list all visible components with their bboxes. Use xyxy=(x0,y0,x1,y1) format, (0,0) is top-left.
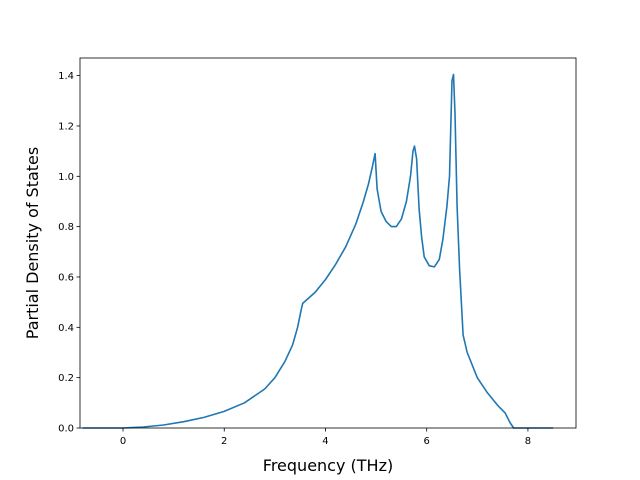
y-tick-label: 0.2 xyxy=(58,373,74,384)
x-tick-label: 8 xyxy=(525,436,531,447)
y-tick-label: 1.4 xyxy=(58,71,74,82)
y-tick-label: 0.0 xyxy=(58,424,74,435)
y-tick-label: 0.4 xyxy=(58,323,74,334)
x-tick-label: 6 xyxy=(424,436,430,447)
plot-frame xyxy=(79,57,577,429)
x-tick-label: 2 xyxy=(221,436,227,447)
y-tick-label: 0.8 xyxy=(58,222,74,233)
series-line-0 xyxy=(82,73,554,429)
y-axis-label: Partial Density of States xyxy=(23,147,42,339)
y-tick-label: 1.0 xyxy=(58,172,74,183)
x-axis: 0 2 4 6 8 xyxy=(120,428,531,447)
y-axis: 0.0 0.2 0.4 0.6 0.8 1.0 1.2 1.4 xyxy=(58,71,80,435)
y-tick-label: 1.2 xyxy=(58,121,74,132)
series-layer xyxy=(82,73,554,429)
x-tick-label: 4 xyxy=(322,436,328,447)
x-axis-label: Frequency (THz) xyxy=(263,456,393,475)
x-tick-label: 0 xyxy=(120,436,126,447)
y-tick-label: 0.6 xyxy=(58,272,74,283)
plot-area xyxy=(80,58,576,428)
